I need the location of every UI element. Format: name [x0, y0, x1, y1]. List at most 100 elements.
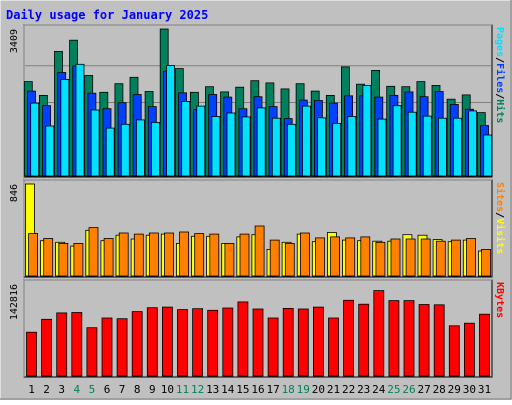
x-label-day-15: 15 — [236, 383, 249, 396]
bar-sites-day-28 — [435, 240, 446, 277]
x-label-day-26: 26 — [402, 383, 415, 396]
bar-sites-day-1 — [28, 233, 39, 277]
legend-middle-entry-2: Sites — [494, 182, 506, 212]
y-max-label-top: 3409 — [9, 29, 20, 53]
x-label-day-14: 14 — [221, 383, 235, 396]
x-label-day-23: 23 — [357, 383, 370, 396]
legend-bottom: KBytes — [494, 282, 505, 318]
bar-kbytes-day-21 — [328, 317, 339, 377]
x-label-day-8: 8 — [134, 383, 141, 396]
bar-sites-day-27 — [420, 238, 431, 277]
y-max-label-middle: 846 — [9, 184, 20, 202]
panel-top: 3409 Pages/Files/Hits — [9, 24, 506, 178]
bar-sites-day-9 — [148, 232, 159, 277]
bar-pages-day-27 — [422, 115, 432, 177]
bar-sites-day-23 — [360, 236, 371, 277]
x-label-day-27: 27 — [417, 383, 430, 396]
bar-pages-day-31 — [483, 134, 493, 177]
bar-kbytes-day-8 — [131, 311, 143, 377]
x-label-day-4: 4 — [73, 383, 80, 396]
bar-sites-day-22 — [345, 237, 356, 277]
bar-sites-day-2 — [43, 238, 54, 277]
x-label-day-13: 13 — [206, 383, 219, 396]
bar-kbytes-day-10 — [161, 306, 173, 377]
bar-pages-day-7 — [120, 123, 130, 177]
bar-kbytes-day-2 — [41, 318, 52, 377]
bar-pages-day-25 — [392, 105, 402, 177]
legend-middle-entry-1: / — [494, 212, 505, 218]
bar-kbytes-day-6 — [101, 317, 113, 377]
bar-pages-day-29 — [453, 117, 462, 177]
bar-pages-day-24 — [377, 118, 387, 177]
bar-sites-day-11 — [179, 231, 190, 277]
bar-kbytes-day-28 — [433, 304, 445, 377]
bar-pages-day-21 — [332, 123, 342, 177]
bar-sites-day-8 — [133, 233, 144, 277]
bar-pages-day-20 — [317, 117, 327, 177]
bar-pages-day-15 — [241, 116, 251, 177]
bar-pages-day-5 — [90, 109, 100, 177]
bar-sites-day-21 — [330, 236, 341, 277]
x-label-day-11: 11 — [176, 383, 189, 396]
bar-pages-day-14 — [226, 112, 236, 177]
panel-middle: 846 Sites/Visits — [9, 179, 506, 278]
bar-kbytes-day-30 — [463, 322, 475, 377]
bar-kbytes-day-29 — [448, 325, 460, 377]
y-max-label-bottom: 142816 — [9, 284, 20, 320]
legend-top-entry-0: Hits — [494, 99, 506, 123]
bar-kbytes-day-17 — [267, 317, 279, 377]
bar-sites-day-14 — [224, 242, 235, 277]
bar-kbytes-day-7 — [116, 318, 128, 377]
bar-kbytes-day-31 — [479, 313, 490, 377]
bar-kbytes-day-3 — [56, 312, 68, 377]
x-label-day-30: 30 — [463, 383, 476, 396]
bar-sites-day-4 — [73, 242, 84, 277]
x-label-day-22: 22 — [342, 383, 355, 396]
bar-kbytes-day-13 — [207, 309, 219, 377]
bar-kbytes-day-14 — [222, 307, 234, 377]
bar-pages-day-19 — [302, 105, 311, 177]
bar-kbytes-day-15 — [237, 301, 249, 377]
bar-sites-day-15 — [239, 233, 250, 277]
x-label-day-7: 7 — [119, 383, 126, 396]
bar-sites-day-12 — [194, 233, 205, 277]
bar-kbytes-day-25 — [388, 300, 400, 377]
chart-title: Daily usage for January 2025 — [6, 8, 208, 22]
bar-kbytes-day-27 — [418, 304, 430, 377]
bar-kbytes-day-5 — [86, 327, 98, 377]
bar-pages-day-6 — [105, 127, 115, 177]
x-label-day-10: 10 — [161, 383, 174, 396]
bar-pages-day-9 — [151, 122, 160, 177]
x-label-day-18: 18 — [282, 383, 295, 396]
x-label-day-17: 17 — [266, 383, 279, 396]
bar-sites-day-26 — [405, 238, 416, 277]
bar-kbytes-day-16 — [252, 308, 264, 377]
x-label-day-20: 20 — [312, 383, 325, 396]
x-label-day-19: 19 — [297, 383, 310, 396]
legend-top-entry-3: / — [494, 57, 505, 63]
bar-sites-day-5 — [88, 227, 99, 277]
bar-kbytes-day-23 — [358, 303, 370, 377]
bar-pages-day-3 — [60, 79, 70, 177]
x-label-day-21: 21 — [327, 383, 340, 396]
panel-bottom: 142816 KBytes — [9, 279, 505, 378]
bar-sites-day-13 — [209, 233, 220, 277]
x-label-day-1: 1 — [28, 383, 35, 396]
legend-top-entry-1: / — [494, 93, 505, 99]
bar-sites-day-20 — [315, 237, 325, 277]
bar-sites-day-16 — [254, 225, 265, 277]
x-label-day-5: 5 — [89, 383, 96, 396]
bar-sites-day-18 — [284, 242, 295, 277]
x-label-day-24: 24 — [372, 383, 386, 396]
bar-pages-day-1 — [30, 102, 40, 177]
x-label-day-28: 28 — [433, 383, 446, 396]
x-label-day-6: 6 — [104, 383, 111, 396]
bar-kbytes-day-18 — [282, 307, 294, 377]
bar-sites-day-29 — [450, 239, 461, 277]
legend-bottom-entry-0: KBytes — [494, 282, 505, 318]
bar-sites-day-7 — [118, 232, 129, 277]
legend-middle: Sites/Visits — [494, 182, 506, 254]
bar-kbytes-day-22 — [343, 299, 355, 377]
